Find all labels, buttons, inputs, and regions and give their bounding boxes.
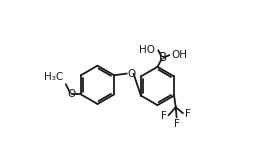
Text: B: B (158, 51, 167, 64)
Text: OH: OH (172, 50, 188, 60)
Text: F: F (174, 119, 180, 129)
Text: F: F (185, 109, 191, 119)
Text: O: O (68, 89, 76, 99)
Text: O: O (127, 69, 136, 79)
Text: H₃C: H₃C (44, 72, 63, 82)
Text: F: F (161, 111, 167, 121)
Text: HO: HO (139, 45, 155, 55)
